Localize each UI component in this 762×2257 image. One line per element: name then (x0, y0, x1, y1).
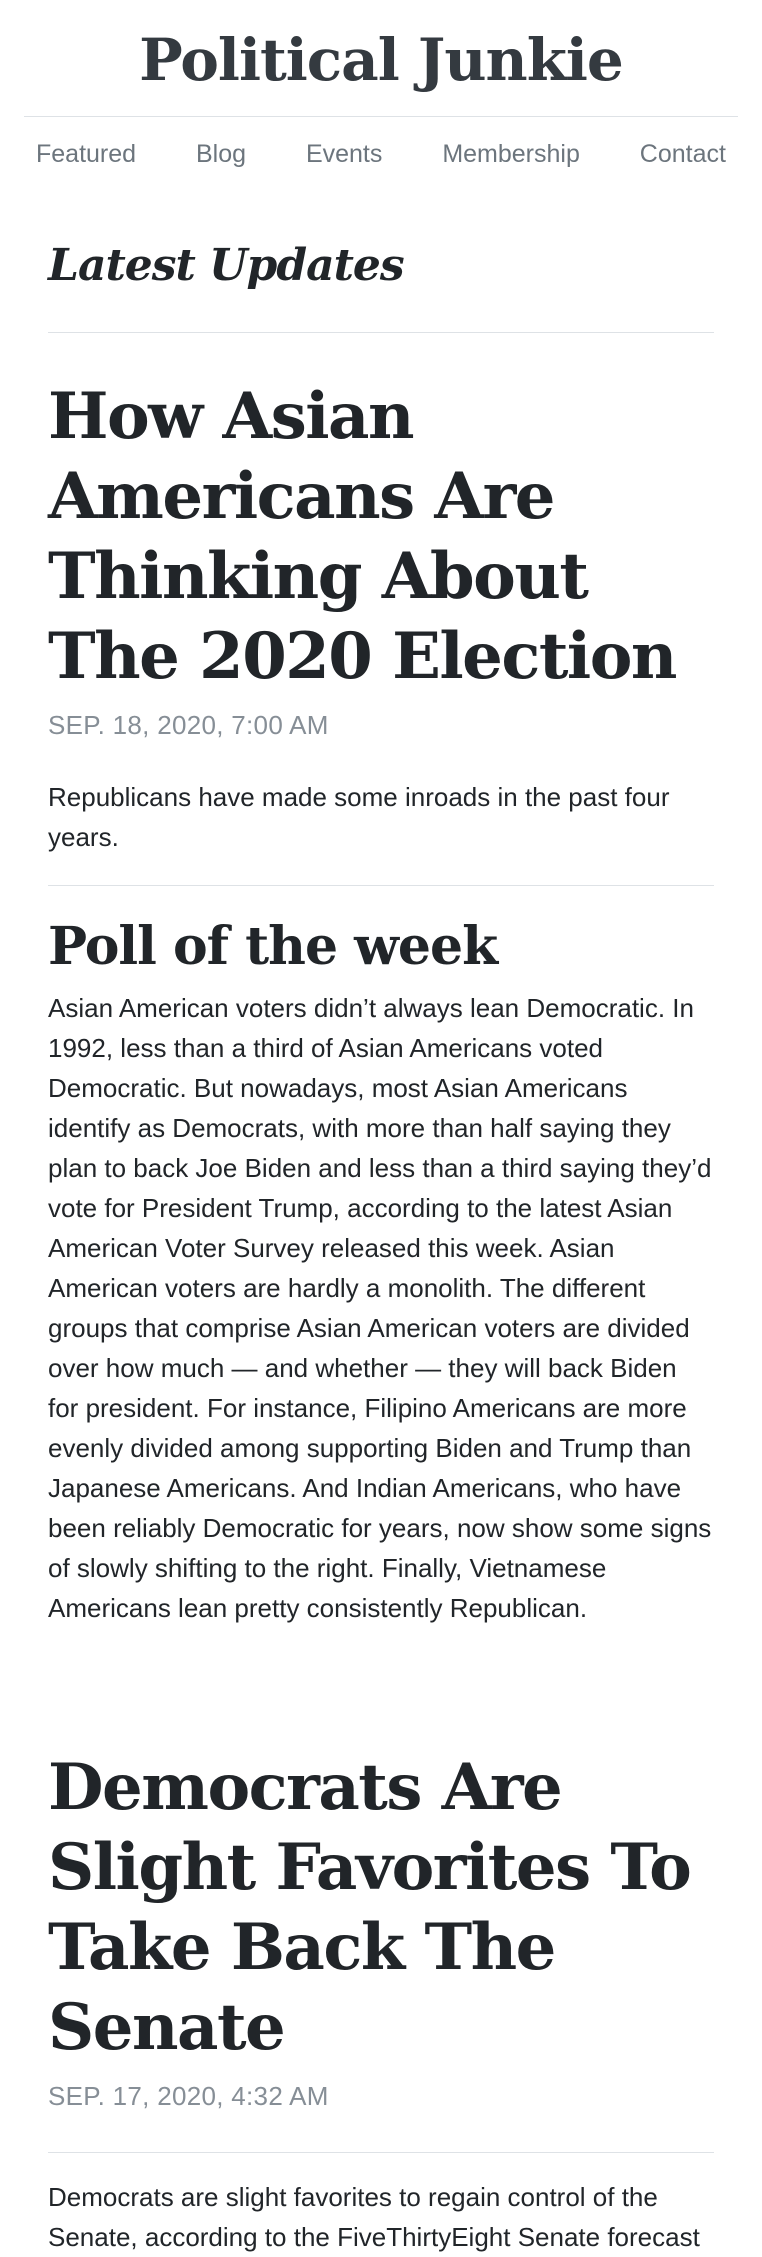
post-asian-americans: How Asian Americans Are Thinking About T… (48, 377, 714, 1628)
section-title: Latest Updates (48, 240, 405, 291)
nav-featured[interactable]: Featured (36, 140, 137, 168)
post-summary: Republicans have made some inroads in th… (48, 782, 670, 852)
nav-blog[interactable]: Blog (195, 140, 247, 168)
post-date: SEP. 18, 2020, 7:00 AM (48, 710, 329, 740)
post-divider (48, 885, 714, 886)
main-nav: Featured Blog Events Membership Contact (24, 116, 738, 192)
main-content: Latest Updates How Asian Americans Are T… (0, 242, 762, 2257)
site-title[interactable]: Political Junkie (139, 26, 624, 94)
nav-contact[interactable]: Contact (639, 140, 726, 168)
section-divider (48, 332, 714, 333)
nav-events[interactable]: Events (305, 140, 383, 168)
post-divider (48, 2152, 714, 2153)
poll-body-text: Asian American voters didn’t always lean… (48, 993, 712, 1623)
post-title[interactable]: How Asian Americans Are Thinking About T… (48, 379, 677, 694)
post-summary: Democrats are slight favorites to regain… (48, 2182, 700, 2252)
poll-of-the-week-heading: Poll of the week (48, 916, 498, 977)
nav-membership[interactable]: Membership (442, 140, 580, 168)
post-democrats-senate: Democrats Are Slight Favorites To Take B… (48, 1748, 714, 2257)
post-title[interactable]: Democrats Are Slight Favorites To Take B… (48, 1750, 692, 2065)
post-date: SEP. 17, 2020, 4:32 AM (48, 2081, 329, 2111)
masthead: Political Junkie (0, 0, 762, 94)
